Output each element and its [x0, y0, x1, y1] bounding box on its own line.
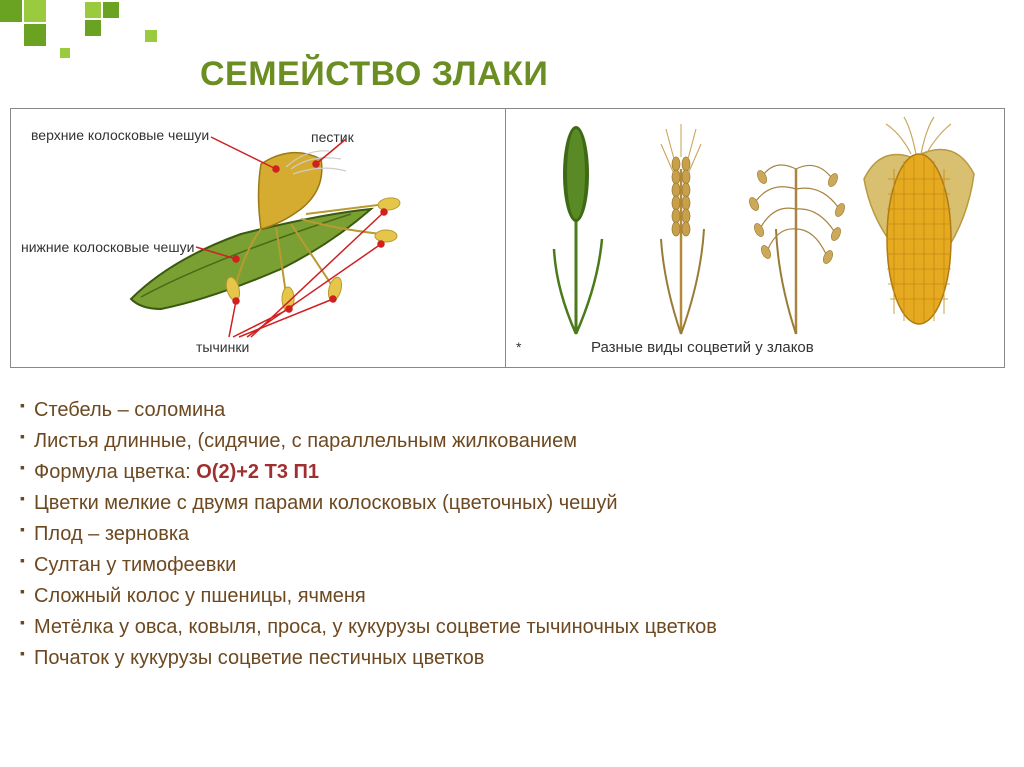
- characteristics-list: Стебель – соломинаЛистья длинные, (сидяч…: [20, 395, 980, 674]
- characteristic-item: Формула цветка: О(2)+2 Т3 П1: [20, 457, 980, 488]
- decor-square: [60, 48, 70, 58]
- inflorescence-panel: [506, 109, 1004, 367]
- plant-panicle: [747, 165, 846, 334]
- characteristic-item: Султан у тимофеевки: [20, 550, 980, 581]
- decor-square: [85, 2, 101, 18]
- characteristic-item: Сложный колос у пшеницы, ячменя: [20, 581, 980, 612]
- flower-formula: О(2)+2 Т3 П1: [196, 461, 319, 483]
- characteristic-item: Листья длинные, (сидячие, с параллельным…: [20, 426, 980, 457]
- decor-square: [103, 2, 119, 18]
- page-title: СЕМЕЙСТВО ЗЛАКИ: [200, 55, 548, 94]
- inflorescence-caption: Разные виды соцветий у злаков: [591, 339, 814, 356]
- decor-squares: [0, 0, 180, 80]
- characteristic-item: Цветки мелкие с двумя парами колосковых …: [20, 488, 980, 519]
- diagram-area: верхние колосковые чешуи пестик нижние к…: [10, 108, 1005, 368]
- flower-anatomy-svg: [11, 109, 506, 367]
- characteristic-item: Стебель – соломина: [20, 395, 980, 426]
- flower-anatomy-panel: верхние колосковые чешуи пестик нижние к…: [11, 109, 506, 367]
- asterisk: *: [516, 339, 521, 355]
- characteristic-item: Початок у кукурузы соцветие пестичных цв…: [20, 643, 980, 674]
- decor-square: [24, 24, 46, 46]
- decor-square: [24, 0, 46, 22]
- decor-square: [85, 20, 101, 36]
- characteristic-item: Метёлка у овса, ковыля, проса, у кукуруз…: [20, 612, 980, 643]
- plant-sultan: [554, 126, 602, 334]
- plant-spike: [661, 124, 704, 334]
- characteristic-item: Плод – зерновка: [20, 519, 980, 550]
- inflorescence-svg: [506, 109, 1004, 367]
- decor-square: [0, 0, 22, 22]
- decor-square: [145, 30, 157, 42]
- plant-cob: [864, 117, 974, 324]
